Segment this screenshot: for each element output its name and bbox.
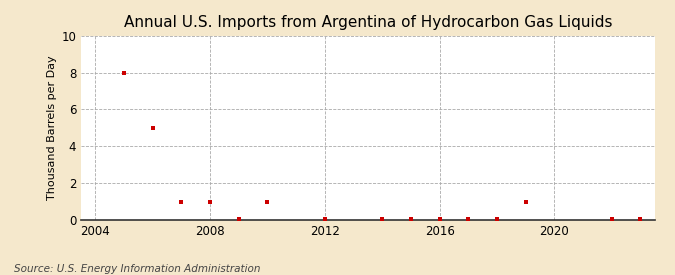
Title: Annual U.S. Imports from Argentina of Hydrocarbon Gas Liquids: Annual U.S. Imports from Argentina of Hy… bbox=[124, 15, 612, 31]
Point bbox=[234, 217, 244, 221]
Point bbox=[463, 217, 474, 221]
Point bbox=[520, 199, 531, 204]
Point bbox=[377, 217, 387, 221]
Text: Source: U.S. Energy Information Administration: Source: U.S. Energy Information Administ… bbox=[14, 264, 260, 274]
Point bbox=[434, 217, 445, 221]
Point bbox=[635, 217, 646, 221]
Point bbox=[406, 217, 416, 221]
Point bbox=[262, 199, 273, 204]
Point bbox=[119, 70, 130, 75]
Point bbox=[491, 217, 502, 221]
Point bbox=[319, 217, 330, 221]
Point bbox=[606, 217, 617, 221]
Y-axis label: Thousand Barrels per Day: Thousand Barrels per Day bbox=[47, 56, 57, 200]
Point bbox=[205, 199, 215, 204]
Point bbox=[176, 199, 187, 204]
Point bbox=[147, 126, 158, 130]
